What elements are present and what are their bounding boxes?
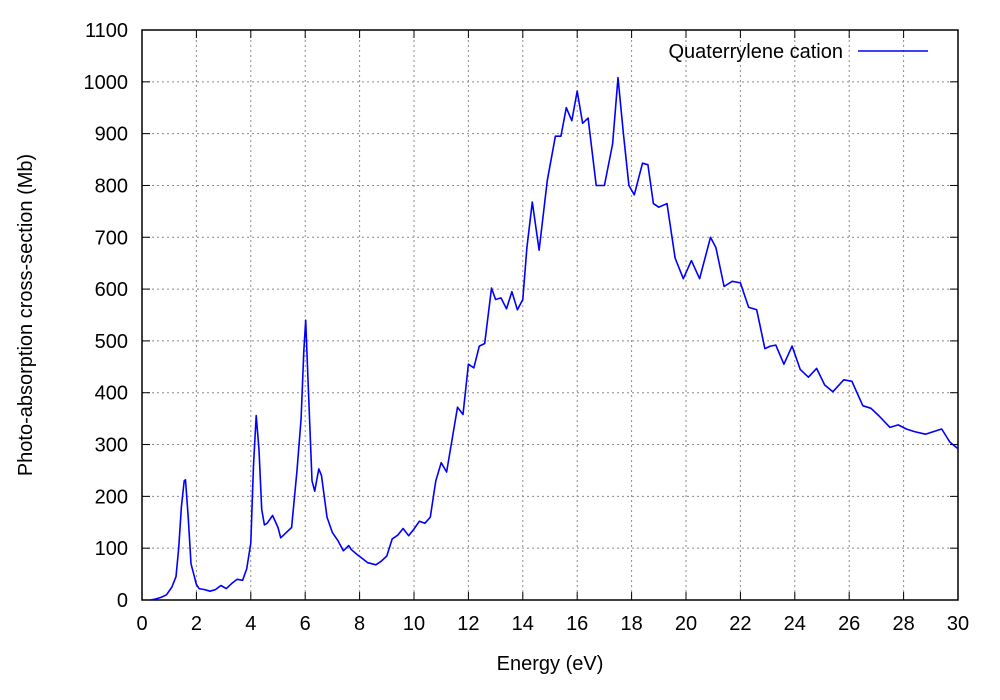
y-tick-label: 500 (95, 331, 128, 353)
x-tick-label: 14 (512, 613, 534, 635)
x-tick-label: 4 (245, 613, 256, 635)
x-tick-label: 26 (838, 613, 860, 635)
x-tick-label: 2 (191, 613, 202, 635)
x-tick-label: 28 (892, 613, 914, 635)
x-tick-label: 8 (354, 613, 365, 635)
x-tick-label: 30 (947, 613, 969, 635)
x-tick-label: 0 (136, 613, 147, 635)
x-tick-label: 22 (729, 613, 751, 635)
x-tick-label: 16 (566, 613, 588, 635)
y-tick-label: 1000 (84, 72, 129, 94)
y-tick-label: 100 (95, 538, 128, 560)
x-tick-label: 10 (403, 613, 425, 635)
x-axis-title: Energy (eV) (497, 653, 604, 675)
y-tick-label: 200 (95, 486, 128, 508)
y-tick-label: 700 (95, 227, 128, 249)
y-axis-title: Photo-absorption cross-section (Mb) (15, 154, 37, 476)
series-line-quaterrylene-cation (150, 76, 959, 601)
y-tick-label: 600 (95, 279, 128, 301)
x-tick-label: 24 (784, 613, 806, 635)
x-tick-label: 12 (457, 613, 479, 635)
y-tick-label: 1100 (85, 20, 128, 42)
x-tick-label: 18 (620, 613, 642, 635)
legend: Quaterrylene cation (668, 41, 928, 63)
y-tick-label: 0 (117, 590, 128, 612)
grid (142, 30, 958, 600)
legend-label-quaterrylene-cation: Quaterrylene cation (668, 41, 843, 63)
series-layer (150, 76, 959, 601)
y-tick-label: 800 (95, 175, 128, 197)
x-tick-label: 6 (300, 613, 311, 635)
x-tick-label: 20 (675, 613, 697, 635)
plot-frame (141, 29, 959, 601)
y-tick-label: 400 (95, 383, 128, 405)
y-tick-label: 300 (95, 435, 128, 457)
y-tick-label: 900 (95, 124, 128, 146)
axis-ticks: 0 2 4 6 8 10 12 14 16 18 20 22 24 26 28 300100200300400… (84, 20, 970, 635)
